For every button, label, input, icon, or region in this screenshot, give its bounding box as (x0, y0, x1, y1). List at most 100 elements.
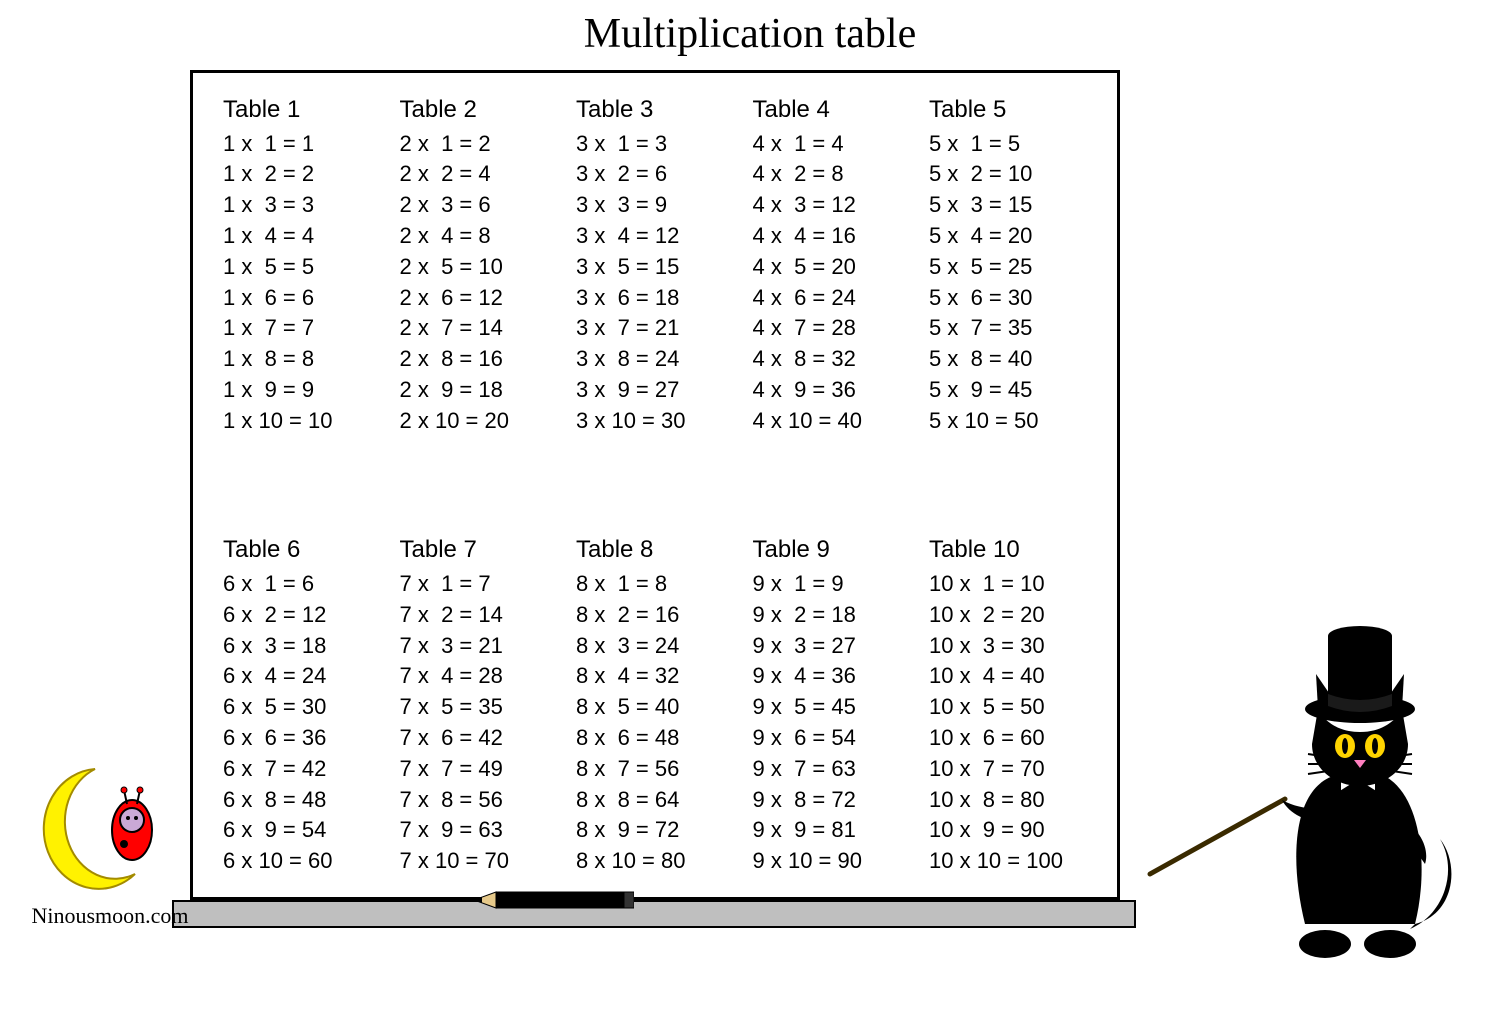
page-title: Multiplication table (0, 10, 1500, 58)
equation: 3 x 6 = 18 (576, 283, 744, 314)
multiplication-table-8: Table 88 x 1 = 88 x 2 = 168 x 3 = 248 x … (576, 533, 744, 877)
equation: 1 x 9 = 9 (223, 375, 391, 406)
equation: 10 x 2 = 20 (929, 600, 1097, 631)
equation: 2 x 3 = 6 (400, 190, 568, 221)
equation: 9 x 5 = 45 (753, 692, 921, 723)
equation: 5 x 4 = 20 (929, 221, 1097, 252)
equation: 10 x 7 = 70 (929, 754, 1097, 785)
equation: 7 x 10 = 70 (400, 846, 568, 877)
equation: 1 x 3 = 3 (223, 190, 391, 221)
table-heading: Table 9 (753, 533, 921, 567)
equation: 8 x 1 = 8 (576, 569, 744, 600)
equation: 9 x 4 = 36 (753, 661, 921, 692)
equation: 9 x 2 = 18 (753, 600, 921, 631)
table-heading: Table 8 (576, 533, 744, 567)
equation: 5 x 5 = 25 (929, 252, 1097, 283)
equation: 1 x 8 = 8 (223, 344, 391, 375)
equation: 7 x 1 = 7 (400, 569, 568, 600)
equation: 2 x 10 = 20 (400, 406, 568, 437)
equation: 2 x 5 = 10 (400, 252, 568, 283)
equation: 6 x 7 = 42 (223, 754, 391, 785)
tables-row: Table 11 x 1 = 11 x 2 = 21 x 3 = 31 x 4 … (223, 93, 1097, 437)
equation: 5 x 1 = 5 (929, 129, 1097, 160)
equation: 5 x 2 = 10 (929, 159, 1097, 190)
equation: 6 x 4 = 24 (223, 661, 391, 692)
equation: 8 x 5 = 40 (576, 692, 744, 723)
equation: 3 x 2 = 6 (576, 159, 744, 190)
equation: 5 x 7 = 35 (929, 313, 1097, 344)
equation: 6 x 9 = 54 (223, 815, 391, 846)
equation: 4 x 8 = 32 (753, 344, 921, 375)
equation: 9 x 10 = 90 (753, 846, 921, 877)
moon-alien-logo-icon (40, 764, 180, 894)
equation: 2 x 9 = 18 (400, 375, 568, 406)
board-surface: Table 11 x 1 = 11 x 2 = 21 x 3 = 31 x 4 … (190, 70, 1120, 900)
equation: 10 x 9 = 90 (929, 815, 1097, 846)
equation: 3 x 10 = 30 (576, 406, 744, 437)
equation: 9 x 1 = 9 (753, 569, 921, 600)
equation: 6 x 10 = 60 (223, 846, 391, 877)
pencil-icon (474, 890, 634, 910)
table-heading: Table 3 (576, 93, 744, 127)
equation: 8 x 4 = 32 (576, 661, 744, 692)
equation: 7 x 4 = 28 (400, 661, 568, 692)
equation: 9 x 9 = 81 (753, 815, 921, 846)
table-heading: Table 4 (753, 93, 921, 127)
equation: 3 x 4 = 12 (576, 221, 744, 252)
equation: 7 x 7 = 49 (400, 754, 568, 785)
equation: 1 x 2 = 2 (223, 159, 391, 190)
equation: 3 x 1 = 3 (576, 129, 744, 160)
equation: 6 x 6 = 36 (223, 723, 391, 754)
multiplication-table-1: Table 11 x 1 = 11 x 2 = 21 x 3 = 31 x 4 … (223, 93, 391, 437)
equation: 10 x 1 = 10 (929, 569, 1097, 600)
equation: 4 x 5 = 20 (753, 252, 921, 283)
equation: 8 x 6 = 48 (576, 723, 744, 754)
multiplication-table-7: Table 77 x 1 = 77 x 2 = 147 x 3 = 217 x … (400, 533, 568, 877)
equation: 7 x 3 = 21 (400, 631, 568, 662)
tables-row: Table 66 x 1 = 66 x 2 = 126 x 3 = 186 x … (223, 533, 1097, 877)
equation: 2 x 1 = 2 (400, 129, 568, 160)
multiplication-table-3: Table 33 x 1 = 33 x 2 = 63 x 3 = 93 x 4 … (576, 93, 744, 437)
table-heading: Table 5 (929, 93, 1097, 127)
equation: 9 x 6 = 54 (753, 723, 921, 754)
logo-caption: Ninousmoon.com (30, 903, 190, 929)
equation: 6 x 2 = 12 (223, 600, 391, 631)
equation: 10 x 6 = 60 (929, 723, 1097, 754)
teacher-cat-icon (1140, 614, 1460, 974)
equation: 7 x 6 = 42 (400, 723, 568, 754)
multiplication-table-4: Table 44 x 1 = 44 x 2 = 84 x 3 = 124 x 4… (753, 93, 921, 437)
multiplication-table-2: Table 22 x 1 = 22 x 2 = 42 x 3 = 62 x 4 … (400, 93, 568, 437)
equation: 4 x 4 = 16 (753, 221, 921, 252)
equation: 5 x 9 = 45 (929, 375, 1097, 406)
equation: 8 x 7 = 56 (576, 754, 744, 785)
equation: 1 x 4 = 4 (223, 221, 391, 252)
equation: 7 x 9 = 63 (400, 815, 568, 846)
equation: 5 x 8 = 40 (929, 344, 1097, 375)
equation: 9 x 7 = 63 (753, 754, 921, 785)
equation: 3 x 9 = 27 (576, 375, 744, 406)
equation: 4 x 6 = 24 (753, 283, 921, 314)
equation: 3 x 5 = 15 (576, 252, 744, 283)
equation: 9 x 3 = 27 (753, 631, 921, 662)
equation: 10 x 4 = 40 (929, 661, 1097, 692)
equation: 1 x 6 = 6 (223, 283, 391, 314)
table-heading: Table 10 (929, 533, 1097, 567)
equation: 4 x 9 = 36 (753, 375, 921, 406)
multiplication-table-6: Table 66 x 1 = 66 x 2 = 126 x 3 = 186 x … (223, 533, 391, 877)
equation: 4 x 7 = 28 (753, 313, 921, 344)
equation: 8 x 8 = 64 (576, 785, 744, 816)
table-heading: Table 1 (223, 93, 391, 127)
multiplication-table-9: Table 99 x 1 = 99 x 2 = 189 x 3 = 279 x … (753, 533, 921, 877)
equation: 2 x 6 = 12 (400, 283, 568, 314)
equation: 6 x 3 = 18 (223, 631, 391, 662)
multiplication-table-10: Table 1010 x 1 = 1010 x 2 = 2010 x 3 = 3… (929, 533, 1097, 877)
equation: 2 x 2 = 4 (400, 159, 568, 190)
equation: 10 x 10 = 100 (929, 846, 1097, 877)
equation: 1 x 1 = 1 (223, 129, 391, 160)
equation: 2 x 4 = 8 (400, 221, 568, 252)
table-heading: Table 7 (400, 533, 568, 567)
equation: 7 x 8 = 56 (400, 785, 568, 816)
equation: 5 x 6 = 30 (929, 283, 1097, 314)
equation: 2 x 7 = 14 (400, 313, 568, 344)
equation: 3 x 3 = 9 (576, 190, 744, 221)
